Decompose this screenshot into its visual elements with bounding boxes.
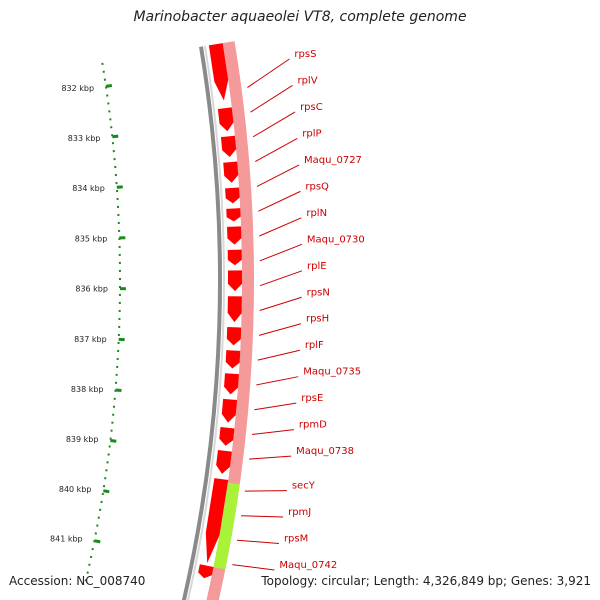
gene-label: rplE bbox=[307, 261, 327, 272]
gene-leader-line bbox=[247, 58, 290, 88]
gene-leader-line bbox=[259, 270, 303, 287]
kbp-tick bbox=[105, 84, 113, 88]
gene-leader-line bbox=[250, 85, 293, 113]
gene-block bbox=[227, 249, 242, 266]
gene-leader-line bbox=[259, 296, 302, 311]
gene-block bbox=[216, 450, 232, 474]
kbp-tick-label: 833 kbp bbox=[68, 134, 101, 143]
gene-label: Maqu_0735 bbox=[303, 367, 361, 378]
gene-leader-line bbox=[254, 402, 297, 411]
gene-label: rpsQ bbox=[305, 181, 329, 192]
kbp-tick bbox=[103, 489, 110, 494]
gene-label: secY bbox=[292, 481, 316, 492]
gene-label: rpsE bbox=[301, 393, 323, 404]
kbp-tick-label: 839 kbp bbox=[66, 435, 99, 444]
gene-leader-line bbox=[258, 190, 301, 212]
gene-label: rpsM bbox=[284, 534, 308, 545]
gene-label: rpsN bbox=[307, 287, 330, 298]
kbp-tick-label: 841 kbp bbox=[50, 534, 83, 543]
gene-block bbox=[227, 296, 242, 323]
map-title: Marinobacter aquaeolei VT8, complete gen… bbox=[133, 9, 467, 25]
gene-block bbox=[224, 373, 239, 395]
kbp-tick-label: 832 kbp bbox=[61, 84, 94, 93]
kbp-tick bbox=[112, 134, 119, 139]
gene-label: rpsH bbox=[306, 314, 329, 325]
gene-label: Maqu_0730 bbox=[307, 234, 365, 245]
kbp-tick-label: 834 kbp bbox=[72, 184, 105, 193]
kbp-tick bbox=[94, 539, 101, 544]
kbp-tick-label: 840 kbp bbox=[59, 485, 92, 494]
gene-label: Maqu_0742 bbox=[279, 560, 337, 571]
gene-leader-line bbox=[244, 490, 287, 492]
kbp-tick-label: 838 kbp bbox=[71, 385, 104, 394]
gene-leader-line bbox=[259, 243, 303, 262]
gene-label: rplP bbox=[302, 128, 321, 139]
gene-leader-line bbox=[256, 164, 300, 187]
gene-block bbox=[223, 161, 239, 183]
gene-label: rplN bbox=[306, 208, 327, 219]
gene-block bbox=[217, 107, 234, 132]
gene-leader-line bbox=[255, 137, 298, 163]
gene-leader-line bbox=[249, 455, 292, 460]
gene-leader-line bbox=[257, 349, 300, 361]
gene-label: rplV bbox=[297, 75, 317, 86]
genome-backbone bbox=[181, 46, 222, 600]
gene-block bbox=[225, 350, 241, 369]
gene-block bbox=[225, 187, 240, 204]
gene-block bbox=[208, 43, 229, 101]
gene-label: rpmD bbox=[299, 420, 327, 431]
secY-gene-block bbox=[213, 482, 240, 570]
gene-ring-layer bbox=[206, 41, 254, 600]
gene-label: Maqu_0738 bbox=[296, 446, 354, 457]
backbone-layer bbox=[181, 45, 225, 600]
gene-label: Maqu_0727 bbox=[304, 155, 362, 166]
gene-leader-line bbox=[252, 111, 296, 138]
kbp-tick-label: 836 kbp bbox=[75, 285, 108, 294]
gene-block bbox=[205, 478, 229, 564]
gene-leader-line bbox=[259, 217, 302, 237]
gene-label: rplF bbox=[305, 340, 324, 351]
gene-layer bbox=[198, 43, 242, 579]
gene-leader-line bbox=[256, 376, 299, 386]
gene-label: rpmJ bbox=[288, 507, 311, 518]
cds-ring-band bbox=[206, 41, 254, 600]
gene-block bbox=[227, 270, 242, 292]
gene-block bbox=[226, 327, 242, 346]
gene-leader-line bbox=[258, 323, 302, 336]
gene-leader-line bbox=[232, 564, 275, 571]
kbp-tick bbox=[110, 439, 117, 443]
accession-text: Accession: NC_008740 bbox=[9, 574, 146, 588]
gene-block bbox=[221, 398, 238, 423]
kbp-tick-label: 835 kbp bbox=[75, 234, 108, 243]
gene-leader-line bbox=[241, 515, 284, 518]
gene-leader-line bbox=[251, 429, 294, 435]
gene-label: rpsC bbox=[300, 102, 323, 113]
kbp-ruler: 832 kbp 833 kbp 834 kbp 835 kbp 836 kbp 837 k… bbox=[50, 62, 126, 583]
gene-block bbox=[220, 135, 237, 157]
gene-leader-line bbox=[236, 539, 279, 545]
gene-block bbox=[198, 564, 214, 579]
gene-block bbox=[219, 427, 235, 446]
gene-label: rpsS bbox=[294, 49, 316, 60]
genome-stats-text: Topology: circular; Length: 4,326,849 bp… bbox=[261, 574, 591, 588]
gene-block bbox=[226, 208, 241, 222]
kbp-tick-label: 837 kbp bbox=[74, 335, 107, 344]
gene-block bbox=[227, 226, 242, 245]
genome-backbone-highlight bbox=[187, 45, 225, 600]
gene-label-layer: rpsS rplV rpsC rplP Maqu_0727 rpsQ rplN Maqu_07… bbox=[232, 49, 365, 571]
